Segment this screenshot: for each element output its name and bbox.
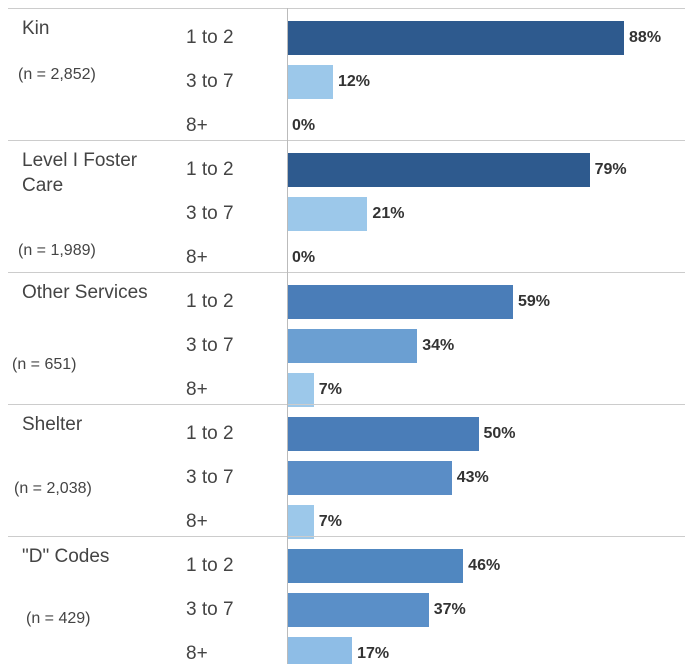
- bar: [287, 373, 314, 407]
- value-label: 46%: [468, 557, 501, 574]
- bar: [287, 593, 429, 627]
- category-label: 8+: [186, 511, 208, 532]
- value-label: 88%: [629, 29, 662, 46]
- category-label: 3 to 7: [186, 335, 234, 356]
- bar: [287, 197, 368, 231]
- value-label: 7%: [318, 513, 342, 530]
- category-label: 8+: [186, 379, 208, 400]
- bar: [287, 461, 452, 495]
- category-label: 3 to 7: [186, 203, 234, 224]
- bar: [287, 329, 418, 363]
- value-label: 21%: [372, 205, 405, 222]
- category-label: 1 to 2: [186, 27, 234, 48]
- category-label: 3 to 7: [186, 467, 234, 488]
- separator: [8, 140, 685, 141]
- category-label: 8+: [186, 247, 208, 268]
- value-label: 7%: [318, 381, 342, 398]
- value-label: 0%: [292, 117, 316, 134]
- category-label: 8+: [186, 643, 208, 664]
- group-note: (n = 2,038): [14, 480, 92, 497]
- category-label: 1 to 2: [186, 555, 234, 576]
- bar: [287, 637, 353, 664]
- group-note: (n = 429): [26, 610, 91, 627]
- group-note: (n = 1,989): [18, 242, 96, 259]
- group-label: Kin: [22, 18, 50, 39]
- group-label: Shelter: [22, 414, 83, 435]
- value-label: 17%: [357, 645, 390, 662]
- group-note: (n = 2,852): [18, 66, 96, 83]
- bar: [287, 549, 464, 583]
- bar: [287, 505, 314, 539]
- bar: [287, 21, 625, 55]
- bar: [287, 65, 333, 99]
- value-label: 59%: [517, 293, 550, 310]
- value-label: 34%: [422, 337, 455, 354]
- category-label: 3 to 7: [186, 599, 234, 620]
- group-label: Level I Foster Care: [22, 150, 138, 196]
- separator: [8, 8, 685, 9]
- category-label: 3 to 7: [186, 71, 234, 92]
- value-label: 43%: [456, 469, 489, 486]
- bar: [287, 417, 479, 451]
- group-label: Other Services: [22, 282, 148, 303]
- value-label: 12%: [337, 73, 370, 90]
- bar: [287, 285, 513, 319]
- group-note: (n = 651): [12, 356, 77, 373]
- axis-line: [287, 8, 288, 664]
- bar: [287, 153, 590, 187]
- separator: [8, 272, 685, 273]
- value-label: 50%: [483, 425, 516, 442]
- group-label: "D" Codes: [22, 546, 110, 567]
- value-label: 79%: [594, 161, 627, 178]
- category-label: 8+: [186, 115, 208, 136]
- category-label: 1 to 2: [186, 159, 234, 180]
- value-label: 0%: [292, 249, 316, 266]
- category-label: 1 to 2: [186, 423, 234, 444]
- separator: [8, 404, 685, 405]
- separator: [8, 536, 685, 537]
- category-label: 1 to 2: [186, 291, 234, 312]
- value-label: 37%: [433, 601, 466, 618]
